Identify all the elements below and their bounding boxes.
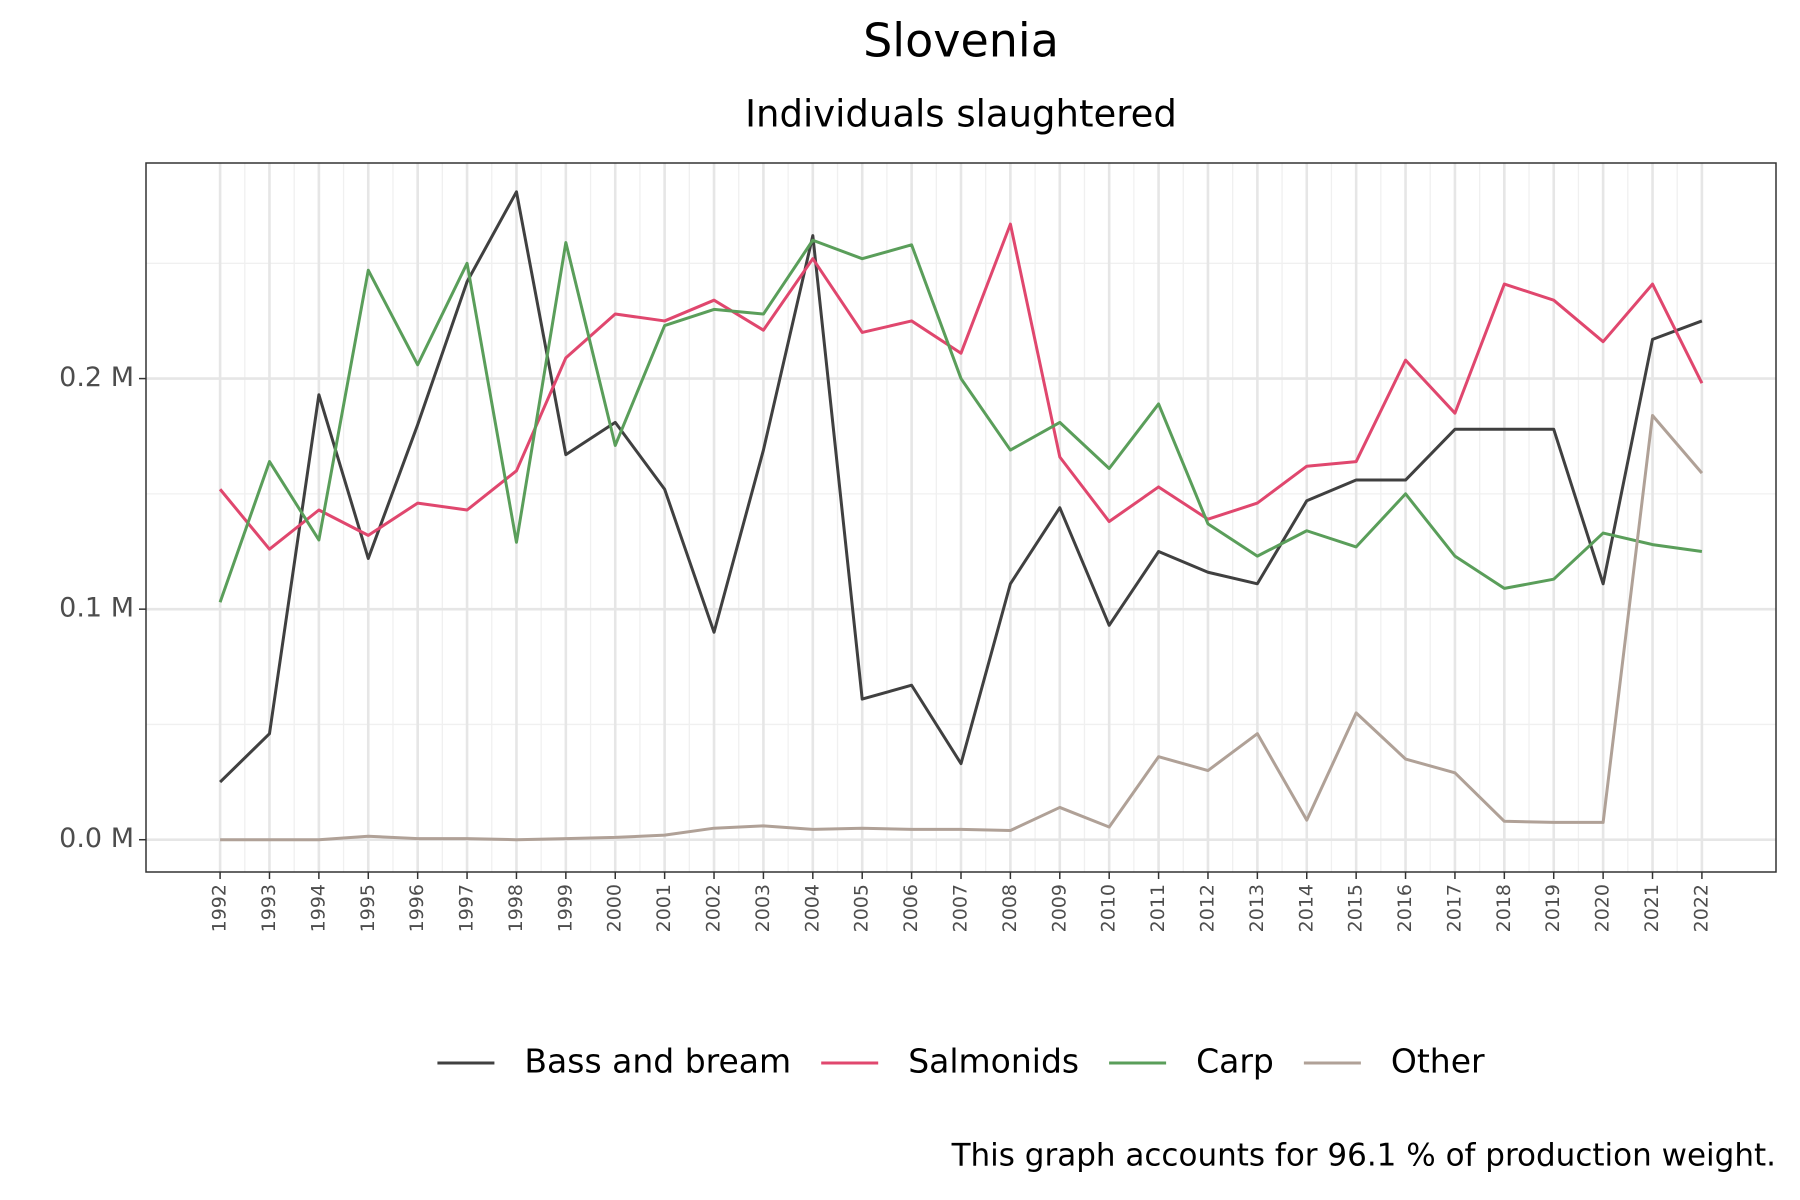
x-tick-label: 2005 (851, 884, 873, 932)
x-tick-label: 2012 (1196, 884, 1218, 932)
x-tick-label: 2000 (604, 884, 626, 932)
chart-subtitle: Individuals slaughtered (745, 93, 1177, 136)
chart-title: Slovenia (863, 14, 1059, 68)
x-tick-label: 1995 (357, 884, 379, 932)
x-tick-label: 2011 (1147, 884, 1169, 932)
series-line (218, 238, 1703, 603)
x-tick-label: 1996 (406, 884, 428, 932)
axes: 0.0 M 0.1 M 0.2 M 1992 1993 1994 1995 1996 1997 1… (59, 162, 1777, 932)
y-tick-label: 0.1 M (59, 593, 134, 624)
legend-item: Other (1303, 1042, 1485, 1081)
legend-label: Other (1391, 1042, 1485, 1081)
x-tick-label: 2021 (1641, 884, 1663, 932)
x-tick-label: 2008 (999, 884, 1021, 932)
x-tick-label: 1998 (505, 884, 527, 932)
legend-item: Bass and bream (437, 1042, 791, 1081)
x-tick-label: 1994 (307, 884, 329, 932)
legend-label: Bass and bream (524, 1042, 791, 1081)
x-tick-label: 2014 (1295, 884, 1317, 932)
legend-label: Carp (1196, 1042, 1274, 1081)
x-tick-label: 2002 (703, 884, 725, 932)
x-tick-label: 2020 (1592, 884, 1614, 932)
x-tick-label: 2013 (1246, 884, 1268, 932)
x-tick-label: 1992 (209, 884, 231, 932)
legend-item: Salmonids (821, 1042, 1079, 1081)
x-tick-label: 2018 (1493, 884, 1515, 932)
x-tick-label: 2022 (1690, 884, 1712, 932)
x-tick-label: 2004 (801, 884, 823, 932)
panel-border (145, 162, 1777, 873)
x-tick-label: 2019 (1542, 884, 1564, 932)
grid (146, 163, 1776, 872)
y-tick-label: 0.0 M (59, 823, 134, 854)
series-line (219, 190, 1703, 784)
series-line (220, 413, 1704, 842)
x-tick-label: 2001 (653, 884, 675, 932)
x-tick-label: 1999 (554, 884, 576, 932)
legend-label: Salmonids (908, 1042, 1079, 1081)
lines (218, 190, 1704, 842)
x-tick-label: 2016 (1394, 884, 1416, 932)
x-tick-label: 2009 (1048, 884, 1070, 932)
x-tick-label: 2006 (900, 884, 922, 932)
x-tick-label: 2017 (1443, 884, 1465, 932)
x-tick-label: 1997 (456, 884, 478, 932)
x-tick-label: 2010 (1098, 884, 1120, 932)
x-tick-label: 1993 (258, 884, 280, 932)
series-line (218, 222, 1704, 551)
caption: This graph accounts for 96.1 % of produc… (951, 1138, 1776, 1174)
legend-item: Carp (1109, 1042, 1274, 1081)
y-tick-label: 0.2 M (59, 362, 134, 393)
x-tick-label: 2015 (1345, 884, 1367, 932)
x-tick-label: 2003 (752, 884, 774, 932)
legend: Bass and bream Salmonids Carp Other (437, 1042, 1485, 1081)
x-tick-label: 2007 (950, 884, 972, 932)
